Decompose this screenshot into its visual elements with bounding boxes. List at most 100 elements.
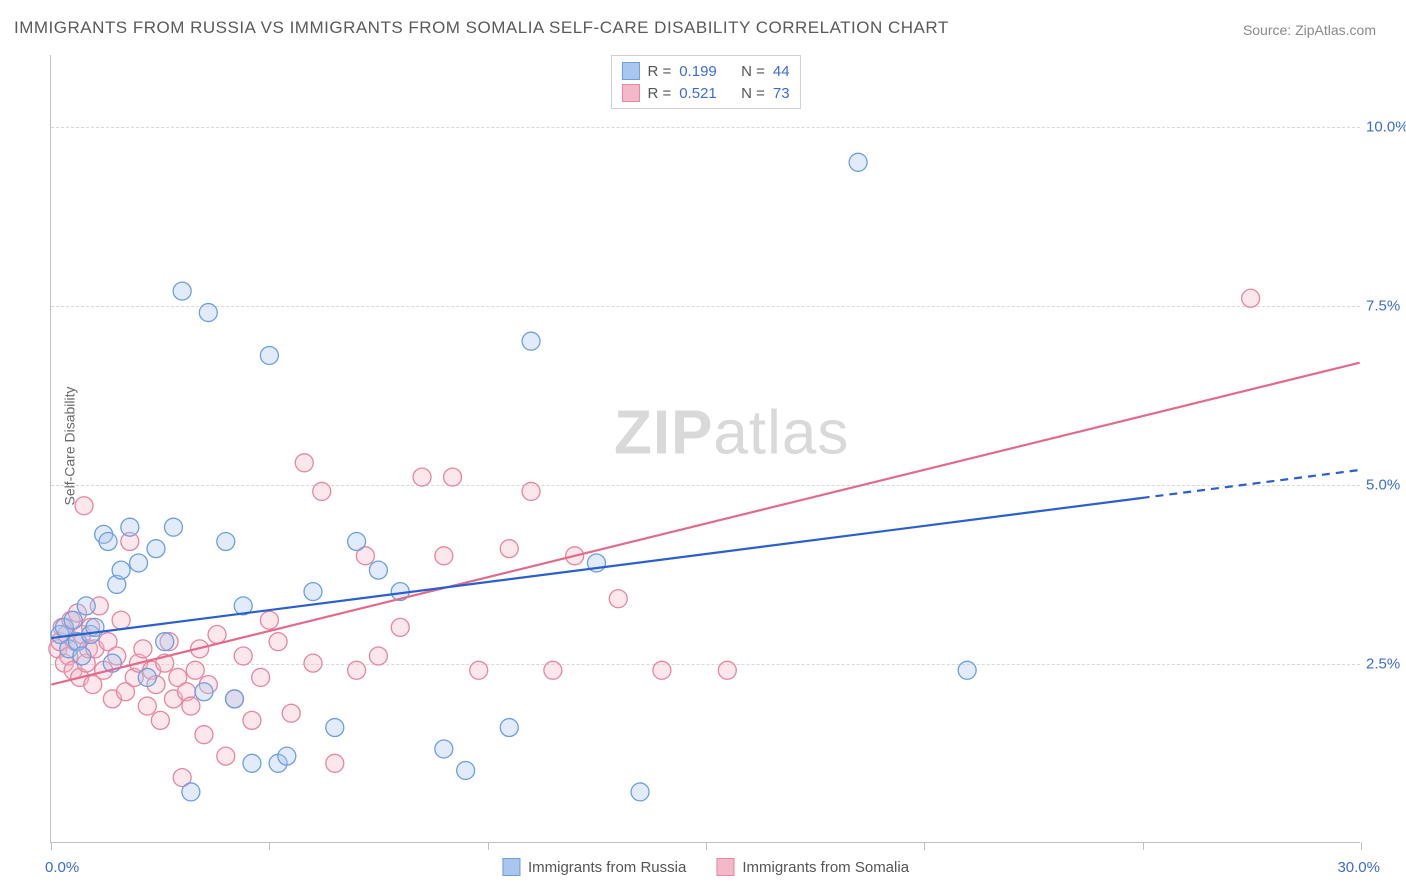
data-point — [304, 654, 322, 672]
data-point — [151, 711, 169, 729]
x-min-label: 0.0% — [45, 859, 79, 876]
data-point — [130, 554, 148, 572]
data-point — [134, 640, 152, 658]
data-point — [112, 611, 130, 629]
plot-area: ZIPatlas R = 0.199 N = 44 R = 0.521 N = … — [50, 55, 1360, 843]
data-point — [217, 533, 235, 551]
data-point — [226, 690, 244, 708]
stat-n-label: N = — [741, 85, 765, 102]
data-point — [304, 583, 322, 601]
data-point — [653, 661, 671, 679]
legend-item-somalia: Immigrants from Somalia — [716, 858, 909, 876]
data-point — [64, 611, 82, 629]
data-point — [186, 661, 204, 679]
data-point — [138, 697, 156, 715]
data-point — [260, 611, 278, 629]
data-point — [77, 597, 95, 615]
data-point — [252, 668, 270, 686]
y-tick-label: 7.5% — [1366, 297, 1406, 314]
source-attribution: Source: ZipAtlas.com — [1243, 22, 1376, 38]
data-point — [156, 633, 174, 651]
data-point — [718, 661, 736, 679]
stat-r-somalia: 0.521 — [679, 85, 717, 102]
data-point — [313, 482, 331, 500]
legend-row-russia: R = 0.199 N = 44 — [621, 60, 789, 82]
x-tick-mark — [51, 842, 52, 850]
data-point — [234, 647, 252, 665]
legend-series: Immigrants from Russia Immigrants from S… — [502, 858, 909, 876]
data-point — [391, 618, 409, 636]
data-point — [182, 697, 200, 715]
trend-line-dashed — [1142, 470, 1360, 498]
data-point — [260, 347, 278, 365]
data-point — [413, 468, 431, 486]
data-point — [369, 647, 387, 665]
chart-title: IMMIGRANTS FROM RUSSIA VS IMMIGRANTS FRO… — [14, 18, 949, 38]
data-point — [435, 547, 453, 565]
data-point — [958, 661, 976, 679]
data-point — [522, 482, 540, 500]
data-point — [326, 719, 344, 737]
x-tick-mark — [706, 842, 707, 850]
data-point — [147, 540, 165, 558]
trend-line — [51, 498, 1141, 638]
plot-svg — [51, 55, 1360, 842]
stat-r-russia: 0.199 — [679, 63, 717, 80]
data-point — [73, 647, 91, 665]
data-point — [348, 533, 366, 551]
legend-label-russia: Immigrants from Russia — [528, 859, 686, 876]
stat-n-label: N = — [741, 63, 765, 80]
data-point — [195, 683, 213, 701]
x-tick-mark — [1143, 842, 1144, 850]
data-point — [457, 761, 475, 779]
stat-r-label: R = — [647, 85, 671, 102]
data-point — [470, 661, 488, 679]
x-tick-mark — [488, 842, 489, 850]
data-point — [112, 561, 130, 579]
stat-r-label: R = — [647, 63, 671, 80]
x-tick-mark — [269, 842, 270, 850]
data-point — [295, 454, 313, 472]
data-point — [182, 783, 200, 801]
data-point — [99, 533, 117, 551]
data-point — [444, 468, 462, 486]
data-point — [348, 661, 366, 679]
data-point — [208, 626, 226, 644]
y-tick-label: 10.0% — [1366, 118, 1406, 135]
data-point — [217, 747, 235, 765]
data-point — [369, 561, 387, 579]
legend-label-somalia: Immigrants from Somalia — [742, 859, 909, 876]
stat-n-somalia: 73 — [773, 85, 790, 102]
stat-n-russia: 44 — [773, 63, 790, 80]
legend-item-russia: Immigrants from Russia — [502, 858, 686, 876]
data-point — [1242, 289, 1260, 307]
legend-row-somalia: R = 0.521 N = 73 — [621, 82, 789, 104]
legend-stats: R = 0.199 N = 44 R = 0.521 N = 73 — [610, 55, 800, 109]
data-point — [500, 719, 518, 737]
data-point — [75, 497, 93, 515]
data-point — [269, 633, 287, 651]
swatch-russia-icon — [502, 858, 520, 876]
chart-container: IMMIGRANTS FROM RUSSIA VS IMMIGRANTS FRO… — [0, 0, 1406, 892]
data-point — [609, 590, 627, 608]
data-point — [243, 711, 261, 729]
data-point — [121, 518, 139, 536]
data-point — [138, 668, 156, 686]
data-point — [631, 783, 649, 801]
data-point — [849, 153, 867, 171]
data-point — [435, 740, 453, 758]
x-max-label: 30.0% — [1337, 859, 1380, 876]
data-point — [500, 540, 518, 558]
swatch-somalia-icon — [621, 84, 639, 102]
swatch-russia-icon — [621, 62, 639, 80]
trend-line — [51, 363, 1359, 685]
data-point — [195, 726, 213, 744]
y-tick-label: 5.0% — [1366, 476, 1406, 493]
data-point — [243, 754, 261, 772]
x-tick-mark — [1361, 842, 1362, 850]
data-point — [164, 518, 182, 536]
data-point — [173, 282, 191, 300]
x-tick-mark — [924, 842, 925, 850]
y-tick-label: 2.5% — [1366, 655, 1406, 672]
swatch-somalia-icon — [716, 858, 734, 876]
